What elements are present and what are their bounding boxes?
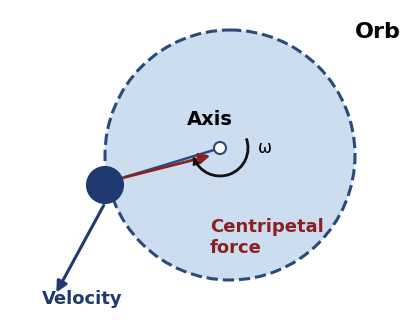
Text: Velocity: Velocity — [42, 290, 123, 308]
Text: Orbit: Orbit — [355, 22, 401, 42]
Text: ω: ω — [258, 139, 272, 157]
Text: Axis: Axis — [187, 110, 233, 129]
Text: Centripetal
force: Centripetal force — [210, 218, 324, 257]
Circle shape — [87, 167, 123, 203]
Circle shape — [105, 30, 355, 280]
Circle shape — [214, 142, 226, 154]
